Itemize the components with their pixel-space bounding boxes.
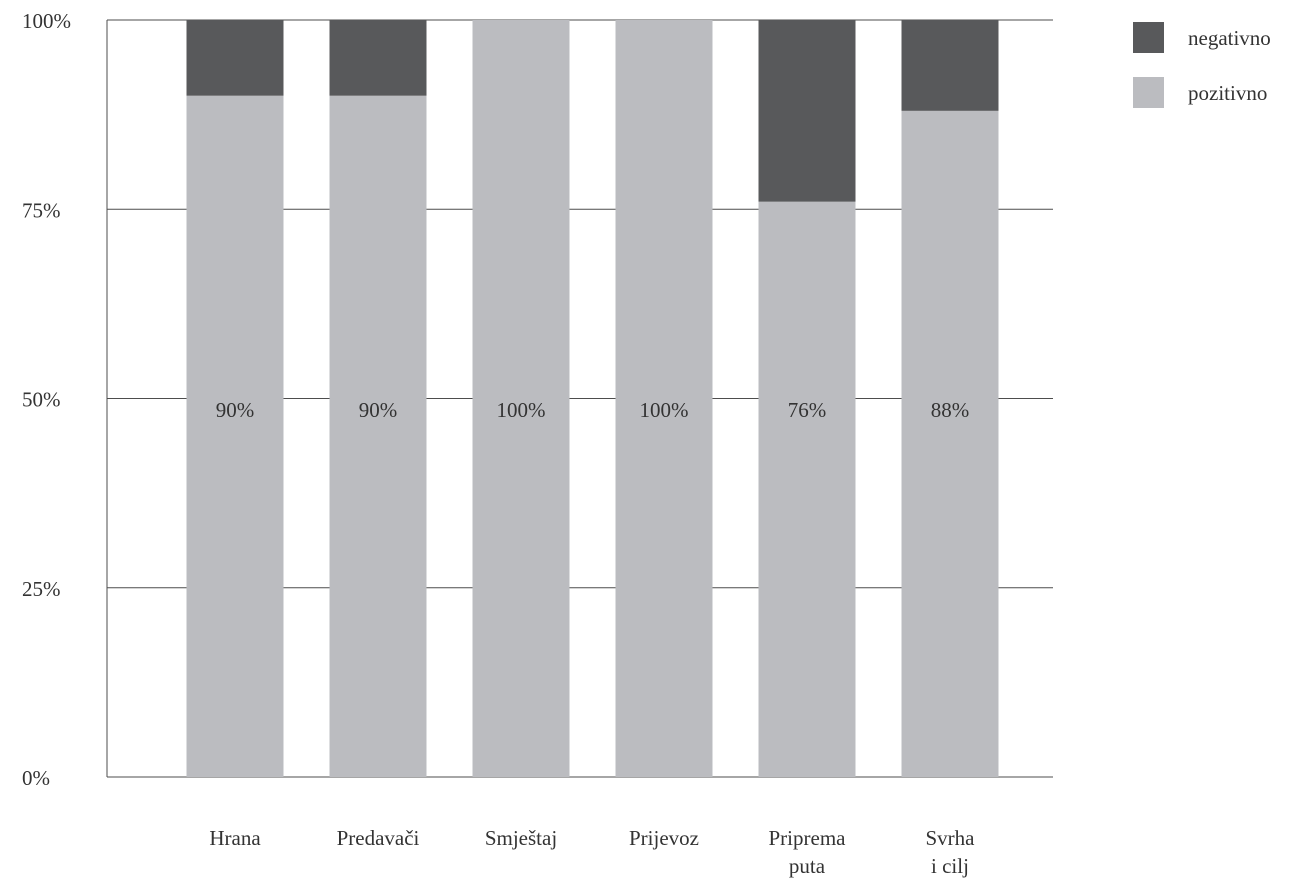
legend-swatch-pozitivno xyxy=(1133,77,1164,108)
data-label: 88% xyxy=(931,398,970,422)
y-tick-label: 0% xyxy=(22,766,50,790)
bars xyxy=(186,20,999,778)
x-category-label: Predavači xyxy=(337,826,420,850)
x-axis-categories: Hrana Predavači Smještaj Prijevoz Priprema pu… xyxy=(209,826,975,878)
bar-segment-pozitivno xyxy=(901,110,999,778)
x-category-label: Prijevoz xyxy=(629,826,699,850)
x-category-label: Smještaj xyxy=(485,826,557,850)
data-label: 90% xyxy=(359,398,398,422)
bar-segment-pozitivno xyxy=(472,20,570,777)
x-category-label: i cilj xyxy=(931,854,969,878)
x-category-label: Hrana xyxy=(209,826,261,850)
x-category-label: puta xyxy=(789,854,826,878)
y-tick-label: 100% xyxy=(22,9,71,33)
x-category-label: Svrha xyxy=(926,826,976,850)
data-label: 100% xyxy=(640,398,689,422)
bar-segment-pozitivno xyxy=(329,95,427,777)
legend: negativno pozitivno xyxy=(1133,22,1271,108)
bar-segment-negativno xyxy=(186,20,284,96)
data-label: 90% xyxy=(216,398,255,422)
x-category-label: Priprema xyxy=(769,826,847,850)
bar-segment-pozitivno xyxy=(186,95,284,777)
data-label: 100% xyxy=(497,398,546,422)
legend-label-negativno: negativno xyxy=(1188,26,1271,50)
bar-segment-negativno xyxy=(329,20,427,96)
y-tick-label: 25% xyxy=(22,577,61,601)
bar-segment-negativno xyxy=(901,20,999,111)
bar-segment-negativno xyxy=(758,20,856,202)
legend-swatch-negativno xyxy=(1133,22,1164,53)
data-labels: 90% 90% 100% 100% 76% 88% xyxy=(216,398,970,422)
y-axis-ticks: 0% 25% 50% 75% 100% xyxy=(22,9,71,790)
data-label: 76% xyxy=(788,398,827,422)
legend-label-pozitivno: pozitivno xyxy=(1188,81,1267,105)
y-tick-label: 50% xyxy=(22,388,61,412)
bar-segment-pozitivno xyxy=(758,201,856,777)
y-tick-label: 75% xyxy=(22,198,61,222)
bar-segment-pozitivno xyxy=(615,20,713,777)
